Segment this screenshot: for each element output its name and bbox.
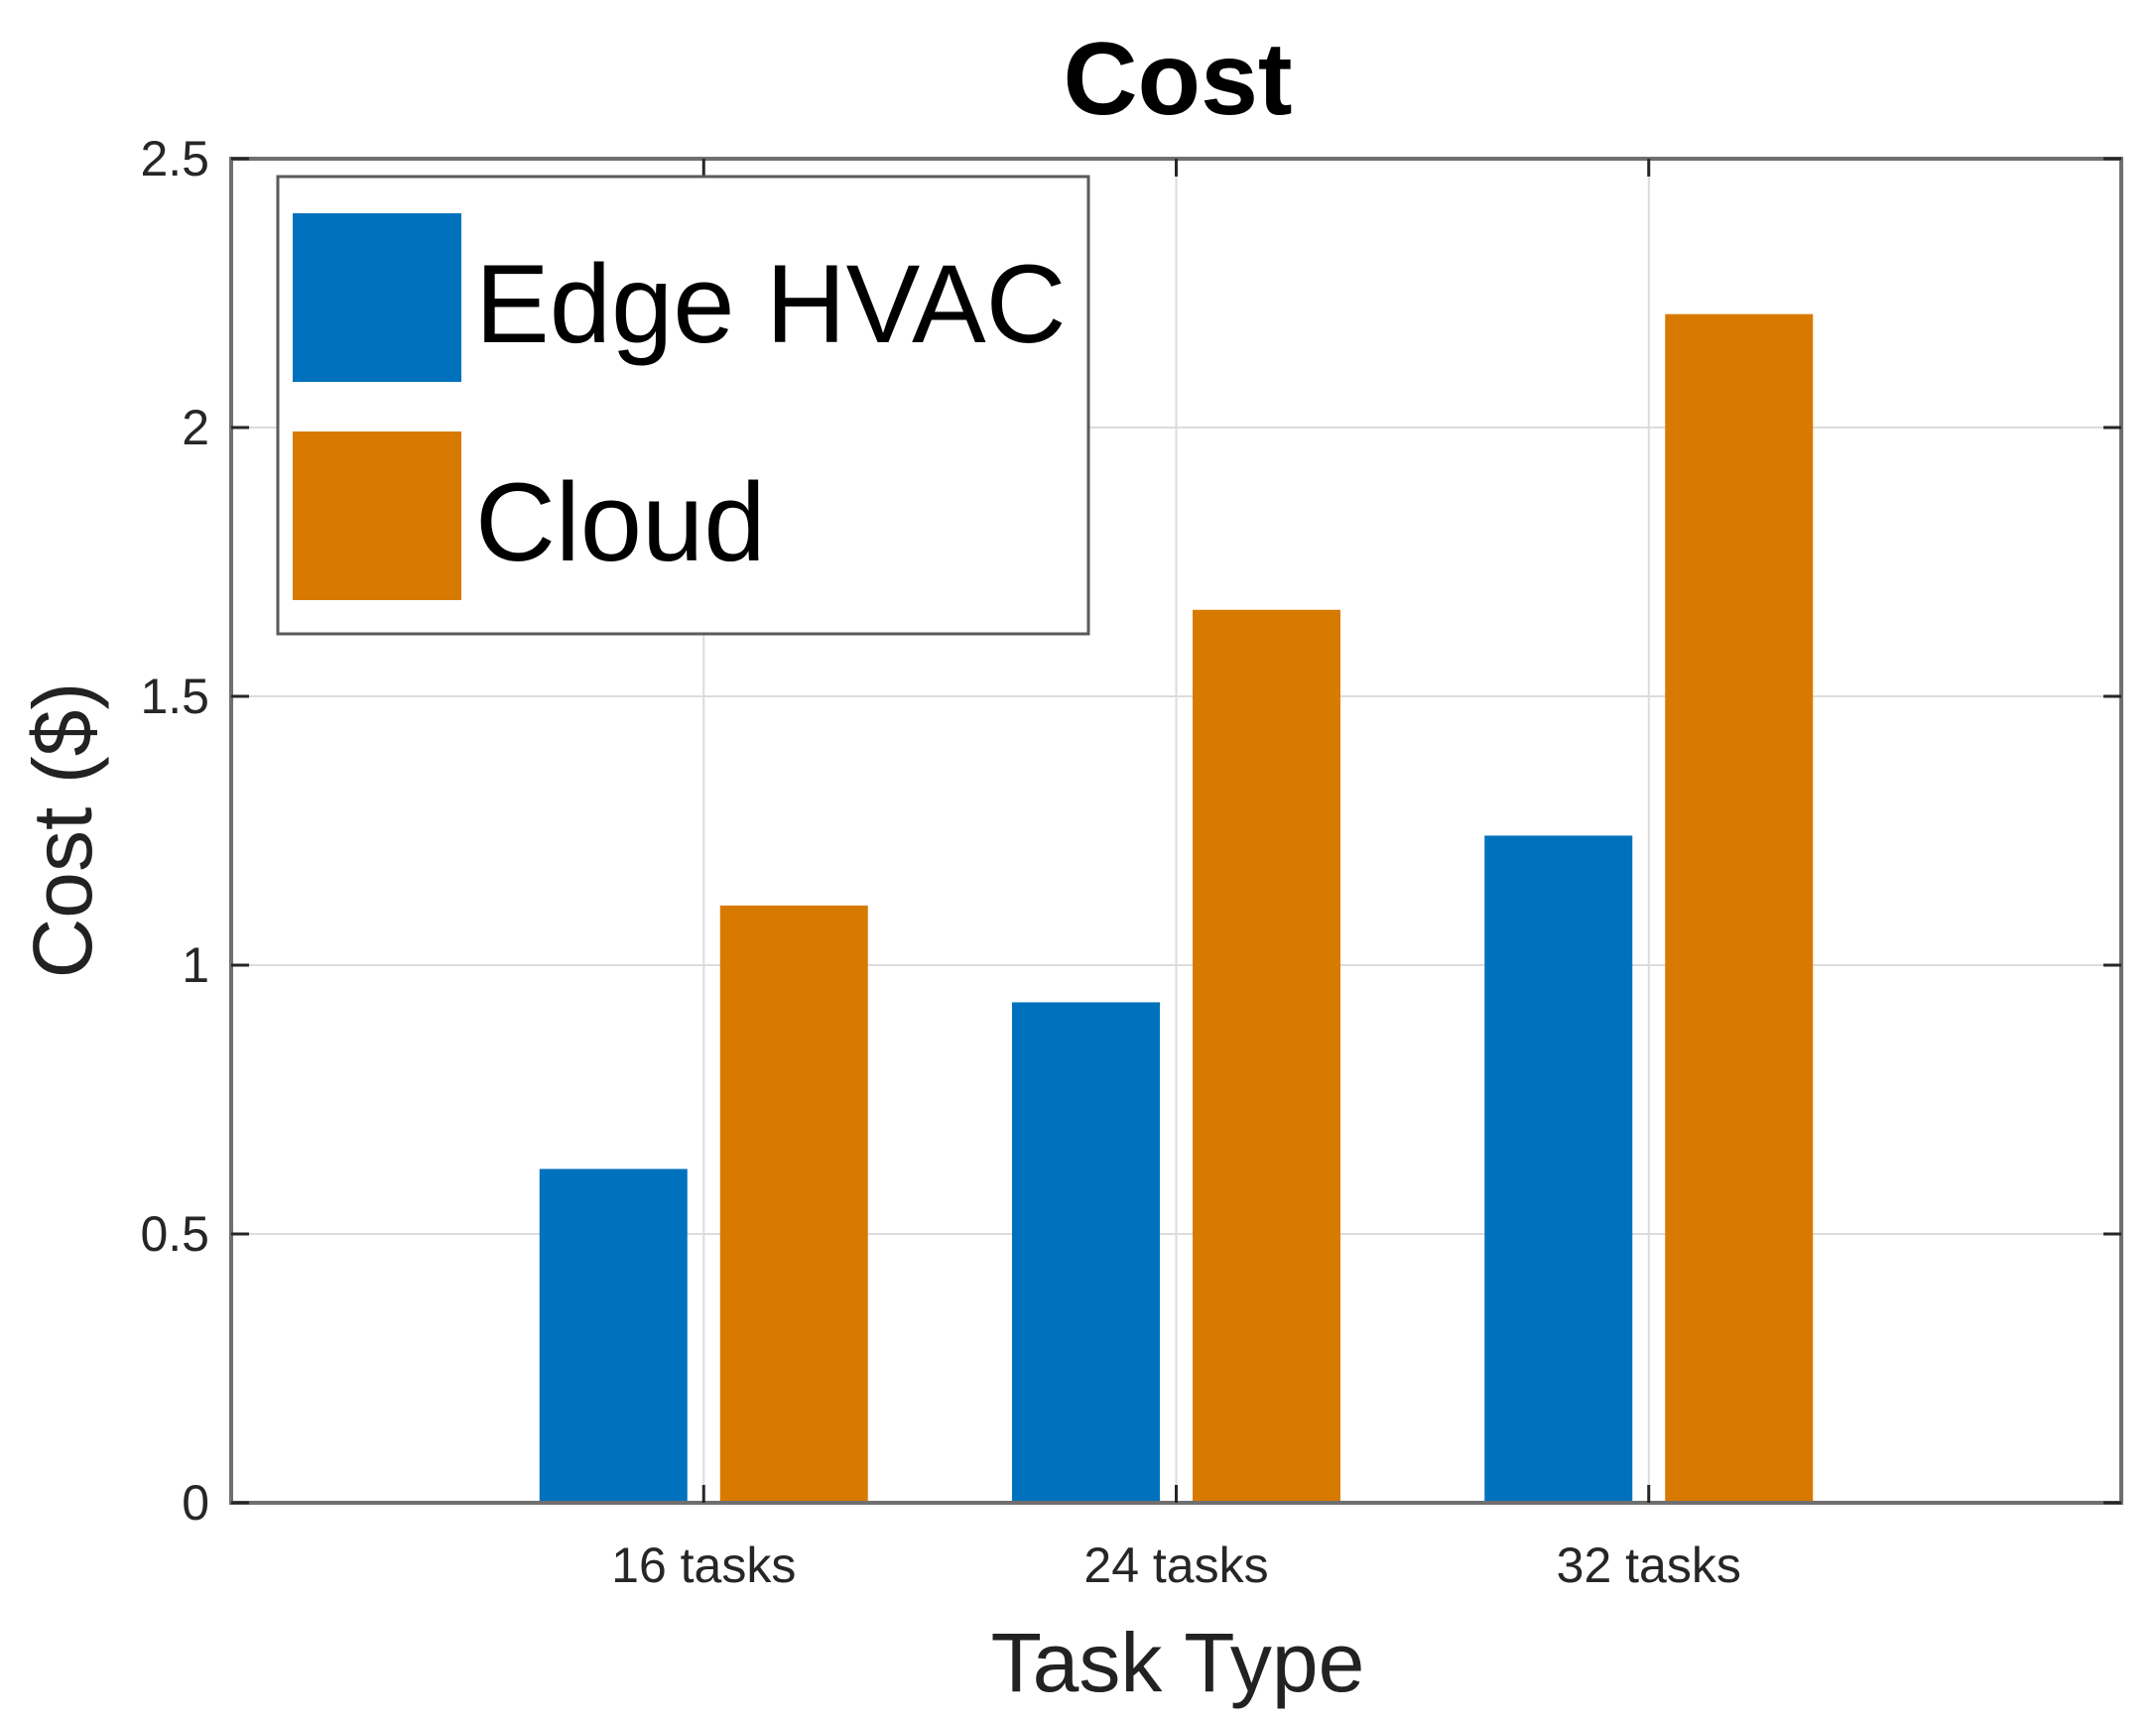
y-tick-label: 1.5 bbox=[140, 669, 209, 724]
x-tick-label: 24 tasks bbox=[1083, 1537, 1268, 1593]
y-tick-label: 2 bbox=[182, 400, 209, 455]
bar-edge-hvac-32-tasks bbox=[1484, 835, 1633, 1504]
legend-label-cloud: Cloud bbox=[475, 460, 766, 584]
bar-edge-hvac-24-tasks bbox=[1012, 1002, 1160, 1504]
bar-cloud-16-tasks bbox=[719, 905, 868, 1504]
bar-cloud-32-tasks bbox=[1665, 313, 1814, 1504]
x-tick-label: 16 tasks bbox=[611, 1537, 796, 1593]
bar-cloud-24-tasks bbox=[1193, 609, 1340, 1504]
legend-swatch-cloud bbox=[293, 431, 461, 600]
y-tick-label: 0 bbox=[182, 1475, 209, 1531]
y-tick-label: 1 bbox=[182, 937, 209, 993]
bars-layer bbox=[539, 313, 1814, 1504]
y-tick-label: 2.5 bbox=[140, 131, 209, 186]
legend-swatch-edge-hvac bbox=[293, 213, 461, 382]
y-tick-label: 0.5 bbox=[140, 1206, 209, 1262]
legend: Edge HVAC Cloud bbox=[276, 175, 1090, 636]
legend-label-edge-hvac: Edge HVAC bbox=[475, 242, 1067, 366]
x-tick-label: 32 tasks bbox=[1557, 1537, 1741, 1593]
x-axis-label: Task Type bbox=[991, 1616, 1365, 1709]
bar-edge-hvac-16-tasks bbox=[539, 1168, 688, 1504]
chart-title: Cost bbox=[1063, 22, 1292, 137]
ticks-layer: 0 0.5 1 1.5 2 2.5 16 tasks 24 tasks 32 tasks bbox=[140, 131, 2121, 1593]
y-axis-label: Cost ($) bbox=[16, 682, 109, 979]
